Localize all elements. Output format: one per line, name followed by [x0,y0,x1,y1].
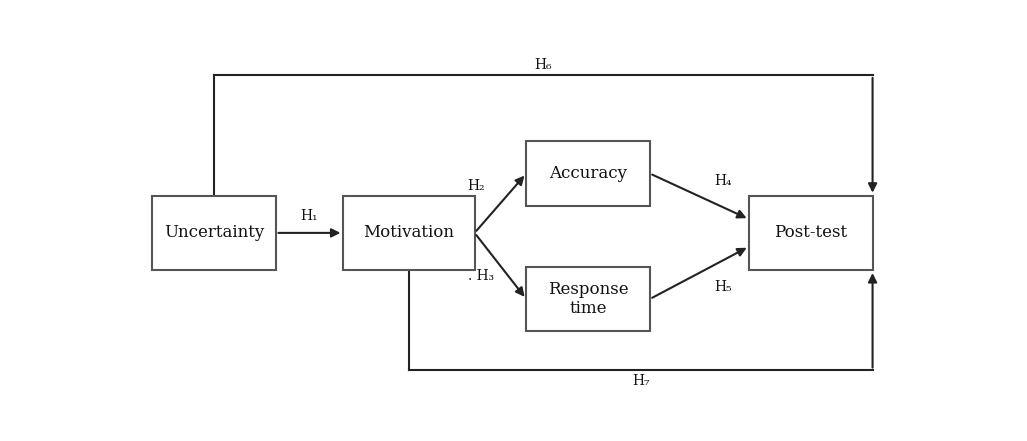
Text: Motivation: Motivation [364,224,454,241]
Text: Response
time: Response time [547,281,629,318]
Text: Uncertainty: Uncertainty [164,224,264,241]
Text: H₄: H₄ [715,174,732,188]
Text: Post-test: Post-test [774,224,847,241]
Text: H₂: H₂ [467,179,486,193]
Text: H₅: H₅ [715,280,732,294]
FancyBboxPatch shape [343,195,474,270]
Text: H₁: H₁ [301,209,318,223]
FancyBboxPatch shape [750,195,873,270]
FancyBboxPatch shape [527,267,650,331]
FancyBboxPatch shape [527,141,650,206]
Text: Accuracy: Accuracy [549,165,627,182]
Text: H₆: H₆ [534,58,551,72]
Text: . H₃: . H₃ [467,269,494,284]
FancyBboxPatch shape [152,195,275,270]
Text: H₇: H₇ [632,374,649,388]
